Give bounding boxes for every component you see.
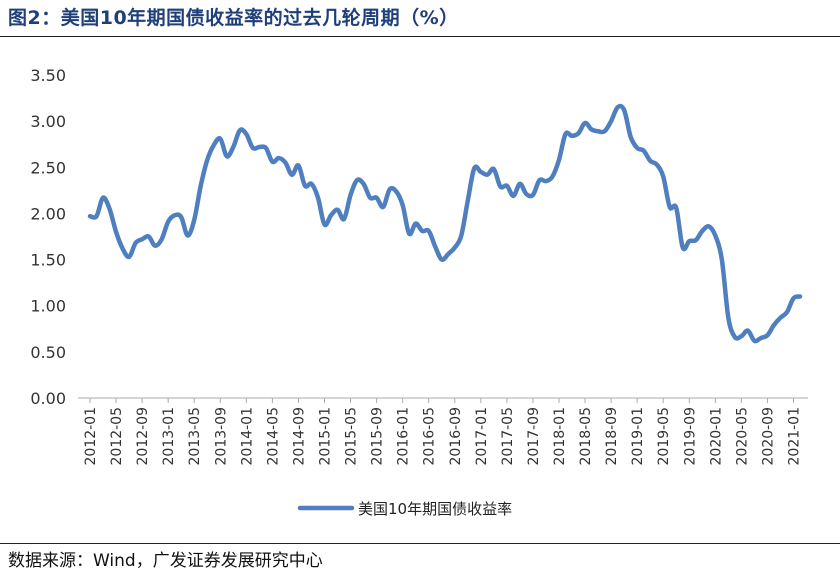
legend: 美国10年期国债收益率 bbox=[297, 500, 512, 518]
x-tick-label: 2020-01 bbox=[708, 407, 724, 466]
y-tick-label: 0.50 bbox=[30, 343, 66, 362]
figure-title: 图2：美国10年期国债收益率的过去几轮周期（%） bbox=[8, 7, 459, 29]
top-divider bbox=[0, 36, 840, 37]
x-tick-label: 2015-09 bbox=[370, 407, 386, 466]
x-axis: 2012-01 2012-05 2012-09 2013-01 2013-05 2013-… bbox=[83, 398, 802, 466]
bottom-divider bbox=[0, 543, 840, 544]
x-tick-label: 2018-01 bbox=[552, 407, 568, 466]
x-tick-label: 2016-01 bbox=[396, 407, 412, 466]
x-tick-label: 2017-01 bbox=[474, 407, 490, 466]
x-tick-label: 2020-05 bbox=[734, 407, 750, 466]
x-tick-label: 2016-09 bbox=[448, 407, 464, 466]
line-chart: 0.00 0.50 1.00 1.50 2.00 2.50 3.00 3.50 2012-01… bbox=[30, 66, 808, 518]
y-tick-label: 2.00 bbox=[30, 204, 66, 223]
x-tick-label: 2015-05 bbox=[344, 407, 360, 466]
y-tick-label: 2.50 bbox=[30, 158, 66, 177]
figure-source: 数据来源：Wind，广发证券发展研究中心 bbox=[8, 551, 323, 571]
x-tick-label: 2019-05 bbox=[656, 407, 672, 466]
x-tick-label: 2015-01 bbox=[317, 407, 333, 466]
x-tick-label: 2019-09 bbox=[682, 407, 698, 466]
series-line bbox=[87, 103, 803, 344]
y-tick-label: 1.50 bbox=[30, 251, 66, 270]
y-tick-label: 3.00 bbox=[30, 112, 66, 131]
x-tick-label: 2014-05 bbox=[265, 407, 281, 466]
x-tick-label: 2014-09 bbox=[291, 407, 307, 466]
x-tick-label: 2021-01 bbox=[786, 407, 802, 466]
x-tick-label: 2017-09 bbox=[526, 407, 542, 466]
x-tick-label: 2012-05 bbox=[109, 407, 125, 466]
x-tick-label: 2018-09 bbox=[604, 407, 620, 466]
x-tick-label: 2014-01 bbox=[239, 407, 255, 466]
y-tick-label: 3.50 bbox=[30, 66, 66, 85]
x-tick-label: 2016-05 bbox=[422, 407, 438, 466]
y-tick-label: 0.00 bbox=[30, 389, 66, 408]
y-tick-label: 1.00 bbox=[30, 297, 66, 316]
legend-label: 美国10年期国债收益率 bbox=[358, 500, 512, 518]
x-tick-label: 2012-09 bbox=[135, 407, 151, 466]
x-tick-label: 2019-01 bbox=[630, 407, 646, 466]
x-tick-label: 2013-09 bbox=[213, 407, 229, 466]
x-tick-label: 2017-05 bbox=[500, 407, 516, 466]
x-tick-label: 2013-05 bbox=[187, 407, 203, 466]
y-axis: 0.00 0.50 1.00 1.50 2.00 2.50 3.00 3.50 bbox=[30, 66, 66, 408]
x-tick-label: 2012-01 bbox=[83, 407, 99, 466]
x-tick-label: 2013-01 bbox=[161, 407, 177, 466]
x-tick-label: 2020-09 bbox=[760, 407, 776, 466]
x-tick-label: 2018-05 bbox=[578, 407, 594, 466]
